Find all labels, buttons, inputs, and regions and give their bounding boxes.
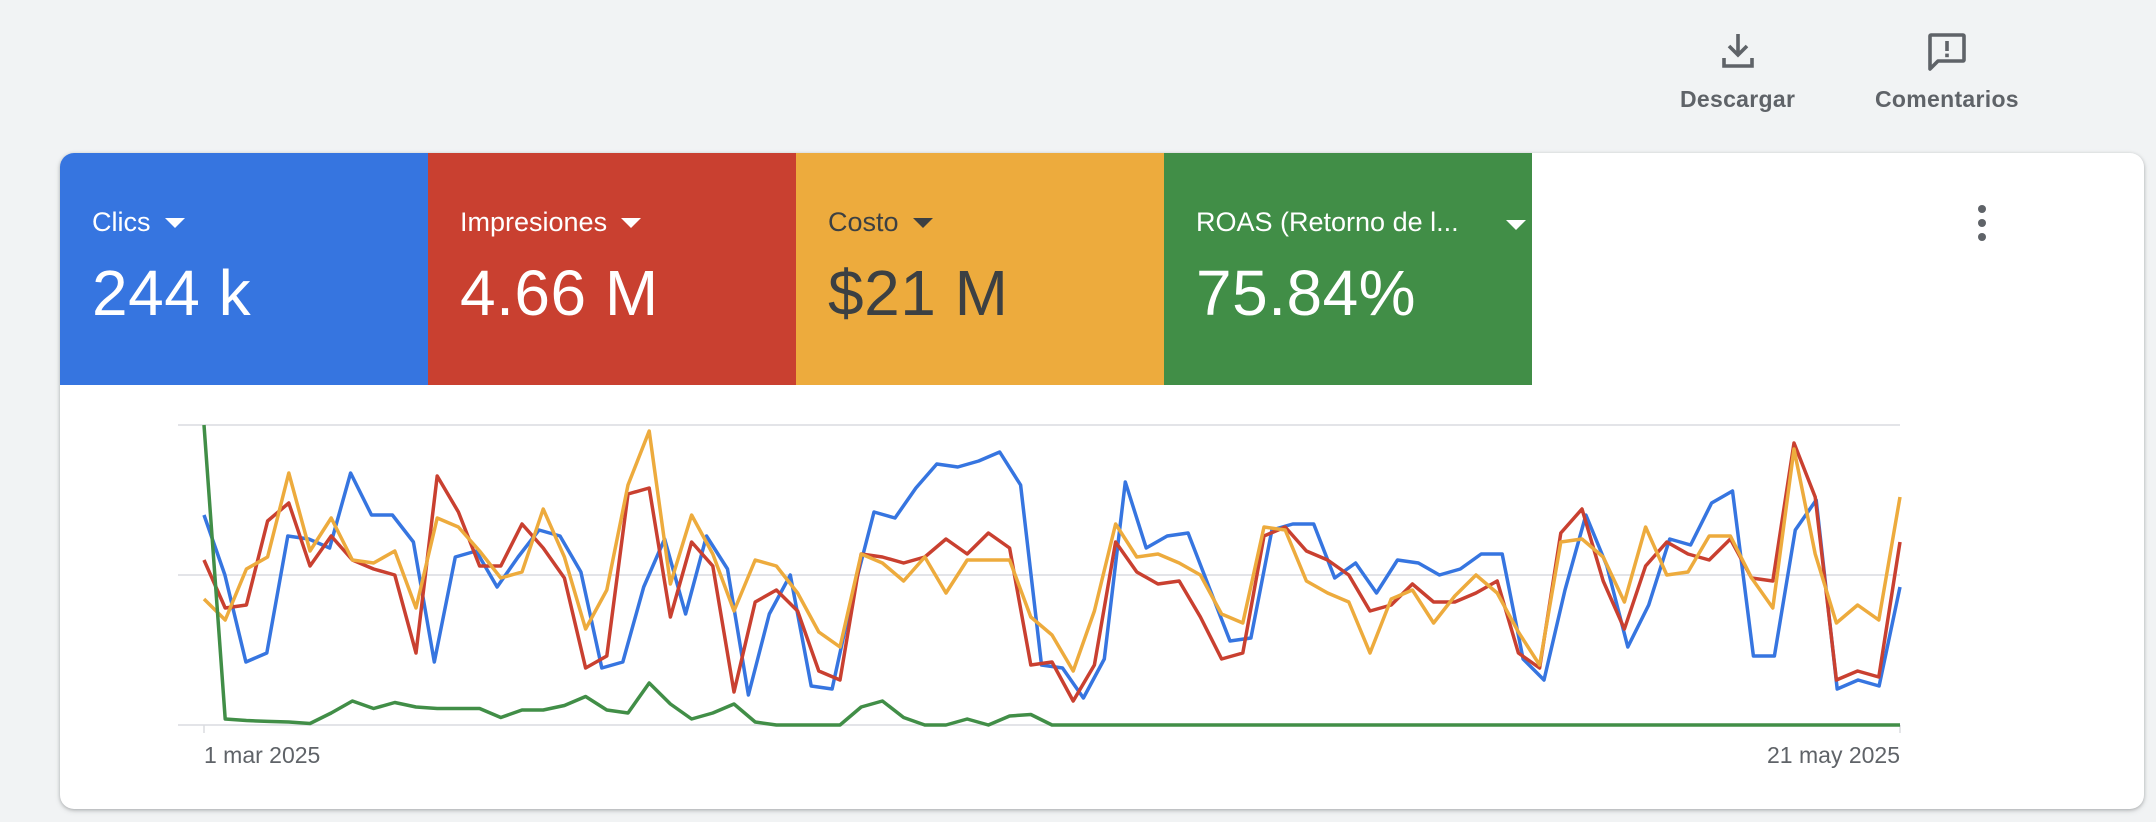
metric-value: $21 M [828, 257, 1009, 329]
metric-tiles: Clics 244 k Impresiones 4.66 M Costo $21… [60, 153, 1532, 385]
metric-value: 75.84% [1196, 257, 1417, 329]
series-line-costo [202, 429, 1902, 673]
dropdown-arrow-icon [621, 218, 642, 228]
performance-card: Clics 244 k Impresiones 4.66 M Costo $21… [60, 153, 2144, 809]
more-options-button[interactable] [1960, 201, 2004, 245]
download-icon [1721, 34, 1754, 68]
performance-chart: 1 mar 2025 21 may 2025 [178, 424, 1902, 768]
dropdown-arrow-icon [164, 218, 185, 228]
more-vert-icon-dot [1978, 205, 1986, 213]
series-line-roas [202, 424, 1900, 727]
more-vert-icon-dot [1978, 233, 1986, 241]
metric-selector[interactable]: Costo [828, 203, 1132, 241]
download-button[interactable]: Descargar [1680, 28, 1795, 113]
feedback-icon [1928, 33, 1966, 71]
metric-value: 244 k [92, 257, 252, 329]
chart-lines [202, 424, 1902, 727]
metric-tile-clicks[interactable]: Clics 244 k [60, 153, 428, 385]
x-axis: 1 mar 2025 21 may 2025 [204, 742, 1900, 768]
metric-label: Impresiones [460, 206, 608, 237]
more-vert-icon-dot [1978, 219, 1986, 227]
dropdown-arrow-icon [1506, 220, 1526, 230]
feedback-label: Comentarios [1875, 86, 2019, 112]
metric-label: Costo [828, 206, 899, 237]
metric-value: 4.66 M [460, 257, 659, 329]
dropdown-arrow-icon [912, 218, 933, 228]
series-line-impresiones [202, 441, 1902, 703]
metric-label: ROAS (Retorno de l... [1196, 206, 1459, 237]
metric-selector[interactable]: Clics [92, 203, 396, 241]
x-tick-label-end: 21 may 2025 [1767, 742, 1900, 768]
metric-label: Clics [92, 206, 151, 237]
metric-selector[interactable]: ROAS (Retorno de l... [1196, 203, 1526, 241]
metric-tile-impressions[interactable]: Impresiones 4.66 M [428, 153, 796, 385]
feedback-button[interactable]: Comentarios [1875, 28, 2019, 113]
download-label: Descargar [1680, 86, 1796, 112]
metric-tile-cost[interactable]: Costo $21 M [796, 153, 1164, 385]
metric-tile-roas[interactable]: ROAS (Retorno de l... 75.84% [1164, 153, 1532, 385]
series-line-clics [202, 450, 1902, 700]
x-tick-label-start: 1 mar 2025 [204, 742, 320, 768]
metric-selector[interactable]: Impresiones [460, 203, 764, 241]
